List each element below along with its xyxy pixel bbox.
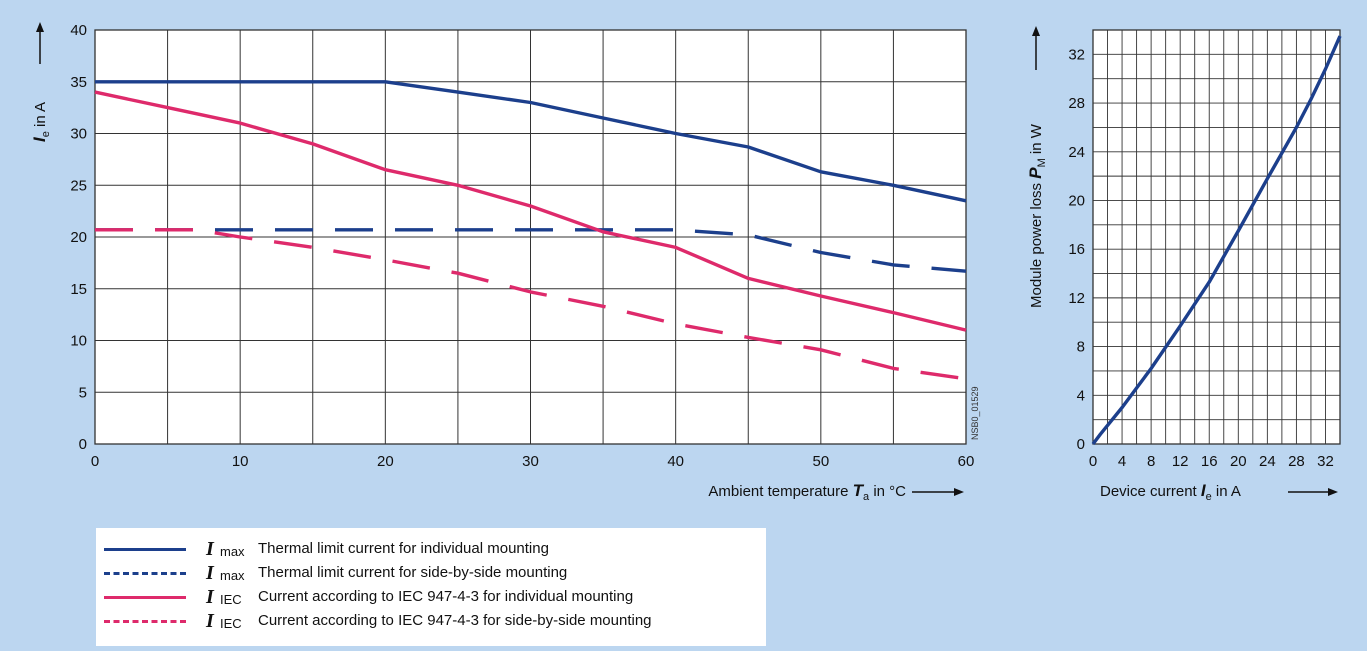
legend-symbol: I: [206, 610, 214, 632]
x-tick-label: 24: [1259, 453, 1276, 470]
legend-subscript: IEC: [220, 592, 242, 607]
y-tick-label: 28: [1068, 95, 1085, 112]
chart-code-annotation: NSB0_01529: [970, 386, 980, 440]
y-axis-arrow-head: [1032, 26, 1040, 36]
x-tick-label: 32: [1317, 453, 1334, 470]
y-tick-label: 0: [1077, 436, 1085, 453]
legend-swatch: [104, 548, 186, 551]
x-tick-label: 30: [522, 453, 539, 470]
series-line: [94, 90, 967, 332]
legend-item-iiec-side-by-side: I IEC Current according to IEC 947-4-3 f…: [96, 610, 766, 632]
legend-subscript: max: [220, 544, 245, 559]
x-tick-label: 28: [1288, 453, 1305, 470]
y-tick-label: 35: [70, 74, 87, 91]
series-line: [1091, 35, 1342, 446]
chart-legend: I max Thermal limit current for individu…: [96, 528, 766, 646]
legend-symbol: I: [206, 586, 214, 608]
y-tick-label: 20: [1068, 192, 1085, 209]
legend-label: Current according to IEC 947-4-3 for sid…: [258, 612, 652, 629]
x-tick-label: 0: [91, 453, 99, 470]
x-tick-label: 20: [1230, 453, 1247, 470]
y-tick-label: 0: [79, 436, 87, 453]
legend-symbol: I: [206, 562, 214, 584]
legend-swatch: [104, 596, 186, 599]
legend-item-imax-side-by-side: I max Thermal limit current for side-by-…: [96, 562, 766, 584]
x-axis-arrow-head: [954, 488, 964, 496]
y-axis-arrow-head: [36, 22, 44, 32]
legend-label: Current according to IEC 947-4-3 for ind…: [258, 588, 634, 605]
x-axis-arrow-head: [1328, 488, 1338, 496]
legend-symbol: I: [206, 538, 214, 560]
y-tick-label: 30: [70, 126, 87, 143]
y-tick-label: 25: [70, 177, 87, 194]
plot-frame: [94, 29, 967, 445]
y-axis-title: Module power loss PM in W: [1026, 123, 1048, 308]
legend-item-iiec-individual: I IEC Current according to IEC 947-4-3 f…: [96, 586, 766, 608]
legend-label: Thermal limit current for individual mou…: [258, 540, 549, 557]
x-tick-label: 4: [1118, 453, 1126, 470]
y-tick-label: 5: [79, 384, 87, 401]
x-tick-label: 0: [1089, 453, 1097, 470]
y-tick-label: 15: [70, 281, 87, 298]
x-axis-title: Ambient temperature Ta in °C: [708, 481, 906, 503]
plot-area: [1093, 30, 1340, 444]
y-tick-label: 8: [1077, 339, 1085, 356]
x-tick-label: 8: [1147, 453, 1155, 470]
y-tick-label: 32: [1068, 46, 1085, 63]
x-tick-label: 20: [377, 453, 394, 470]
legend-swatch: [104, 572, 186, 575]
y-tick-label: 40: [70, 22, 87, 39]
y-tick-label: 20: [70, 229, 87, 246]
x-tick-label: 12: [1172, 453, 1189, 470]
x-axis-title: Device current Ie in A: [1100, 481, 1241, 503]
plot-frame: [1092, 29, 1341, 445]
x-tick-label: 60: [958, 453, 975, 470]
legend-label: Thermal limit current for side-by-side m…: [258, 564, 568, 581]
series-line: [95, 80, 967, 203]
y-tick-label: 16: [1068, 241, 1085, 258]
y-tick-label: 10: [70, 333, 87, 350]
y-tick-label: 4: [1077, 387, 1085, 404]
legend-swatch: [104, 620, 186, 623]
y-tick-label: 12: [1068, 290, 1085, 307]
legend-subscript: IEC: [220, 616, 242, 631]
legend-subscript: max: [220, 568, 245, 583]
x-tick-label: 40: [667, 453, 684, 470]
x-tick-label: 10: [232, 453, 249, 470]
x-tick-label: 50: [812, 453, 829, 470]
y-tick-label: 24: [1068, 144, 1085, 161]
series-line: [95, 228, 967, 381]
x-tick-label: 16: [1201, 453, 1218, 470]
series-line: [95, 228, 967, 273]
y-axis-title: Ie in A: [30, 102, 52, 142]
legend-item-imax-individual: I max Thermal limit current for individu…: [96, 538, 766, 560]
